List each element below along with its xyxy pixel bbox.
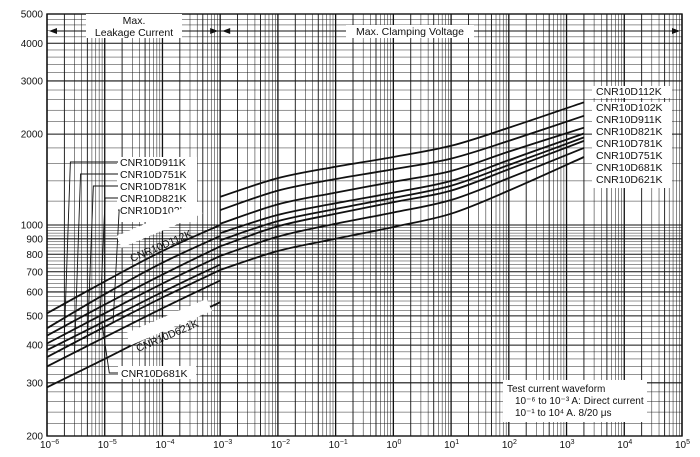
leakage-curve-cnr10d821k bbox=[46, 255, 221, 345]
x-tick-label: 102 bbox=[502, 439, 517, 451]
series-label-cnr10d781k: CNR10D781K bbox=[596, 138, 663, 150]
clamping-curve-cnr10d102k bbox=[219, 114, 585, 211]
arrowhead-split-left bbox=[210, 28, 219, 34]
clamping-curve-cnr10d681k bbox=[219, 147, 585, 257]
y-tick-label: 3000 bbox=[21, 76, 44, 87]
leakage-curve-cnr10d112k bbox=[46, 224, 221, 315]
y-tick-label: 1000 bbox=[21, 221, 44, 232]
series-label-cnr10d751k: CNR10D751K bbox=[120, 169, 187, 181]
series-label-cnr10d911k: CNR10D911K bbox=[596, 114, 662, 126]
y-tick-label: 300 bbox=[26, 378, 43, 389]
series-label-cnr10d681k: CNR10D681K bbox=[596, 162, 663, 174]
leader-line bbox=[98, 197, 118, 339]
series-label-cnr10d751k: CNR10D751K bbox=[596, 150, 663, 162]
label-bg bbox=[592, 86, 672, 98]
label-bg bbox=[118, 366, 196, 379]
y-tick-label: 600 bbox=[26, 287, 43, 298]
x-tick-label: 103 bbox=[560, 439, 575, 451]
clamping-curve-cnr10d621k bbox=[219, 156, 585, 271]
leader-line bbox=[112, 209, 120, 322]
note-line: 10⁻⁶ to 10⁻³ A: Direct current bbox=[515, 396, 644, 407]
y-tick-label: 500 bbox=[26, 311, 43, 322]
leader-line bbox=[63, 161, 118, 336]
x-tick-label: 10−2 bbox=[271, 439, 290, 451]
label-bg bbox=[116, 201, 203, 248]
leakage-curve-cnr10d681k bbox=[46, 279, 221, 368]
series-label-cnr10d681k-bottom: CNR10D681K bbox=[121, 368, 188, 380]
clamping-curve-cnr10d821k bbox=[219, 132, 585, 234]
y-tick-label: 200 bbox=[26, 432, 43, 443]
x-tick-label: 100 bbox=[386, 439, 401, 451]
series-label-cnr10d911k: CNR10D911K bbox=[120, 157, 186, 169]
series-label-cnr10d621k: CNR10D621K bbox=[596, 174, 663, 186]
arrowhead-left bbox=[49, 28, 57, 34]
labels: Max.Leakage Current Max. Clamping Voltage… bbox=[49, 14, 680, 422]
region-label-clamping: Max. Clamping Voltage bbox=[356, 26, 464, 38]
y-tick-label: 400 bbox=[26, 341, 43, 352]
tick-labels: 200 300 400 500 600 700 800 900 1000 2000 3000 4000… bbox=[21, 10, 690, 452]
x-tick-label: 101 bbox=[444, 439, 459, 451]
series-label-cnr10d821k: CNR10D821K bbox=[120, 193, 187, 205]
y-tick-label: 900 bbox=[26, 234, 43, 245]
leakage-curve-cnr10d911k bbox=[46, 245, 221, 337]
y-tick-label: 5000 bbox=[21, 10, 44, 21]
x-tick-label: 105 bbox=[675, 439, 690, 451]
note-box bbox=[503, 380, 647, 422]
leakage-curve-cnr10d751k bbox=[46, 269, 221, 358]
arrowhead-split-right bbox=[222, 28, 231, 34]
region-label-leakage-line2: Leakage Current bbox=[95, 27, 173, 39]
region-label-leakage-line1: Max. bbox=[123, 15, 146, 27]
series-label-cnr10d102k: CNR10D102K bbox=[596, 102, 663, 114]
label-bg bbox=[592, 102, 672, 188]
series-label-cnr10d781k: CNR10D781K bbox=[120, 181, 187, 193]
label-bg bbox=[125, 298, 212, 346]
clamping-curve-cnr10d911k bbox=[219, 126, 585, 225]
arrowhead-right bbox=[672, 28, 680, 34]
region-label-bg bbox=[346, 25, 474, 38]
y-tick-label: 700 bbox=[26, 267, 43, 278]
x-tick-label: 10−3 bbox=[213, 439, 232, 451]
note-line: Test current waveform bbox=[507, 384, 605, 395]
x-tick-label: 10−6 bbox=[40, 439, 59, 451]
region-label-bg bbox=[86, 14, 182, 38]
x-tick-label: 10−4 bbox=[155, 439, 174, 451]
series-curves bbox=[46, 101, 585, 389]
note-line: 10⁻¹ to 10⁴ A. 8/20 μs bbox=[515, 408, 612, 419]
x-tick-label: 10−5 bbox=[98, 439, 117, 451]
y-tick-label: 800 bbox=[26, 250, 43, 261]
x-tick-label: 104 bbox=[617, 439, 632, 451]
series-label-cnr10d821k: CNR10D821K bbox=[596, 126, 663, 138]
leakage-curve-cnr10d781k bbox=[46, 263, 221, 351]
clamping-curve-cnr10d112k bbox=[219, 101, 585, 198]
y-tick-label: 2000 bbox=[21, 130, 44, 141]
x-tick-label: 10−1 bbox=[329, 439, 348, 451]
y-tick-label: 4000 bbox=[21, 39, 44, 50]
series-label-cnr10d112k: CNR10D112K bbox=[596, 86, 662, 98]
leader-line bbox=[74, 173, 118, 352]
leader-line bbox=[86, 185, 118, 342]
clamping-curve-cnr10d751k bbox=[219, 140, 585, 248]
clamping-curve-cnr10d781k bbox=[219, 136, 585, 242]
leader-line bbox=[101, 323, 118, 374]
leakage-curve-cnr10d102k bbox=[46, 235, 221, 329]
